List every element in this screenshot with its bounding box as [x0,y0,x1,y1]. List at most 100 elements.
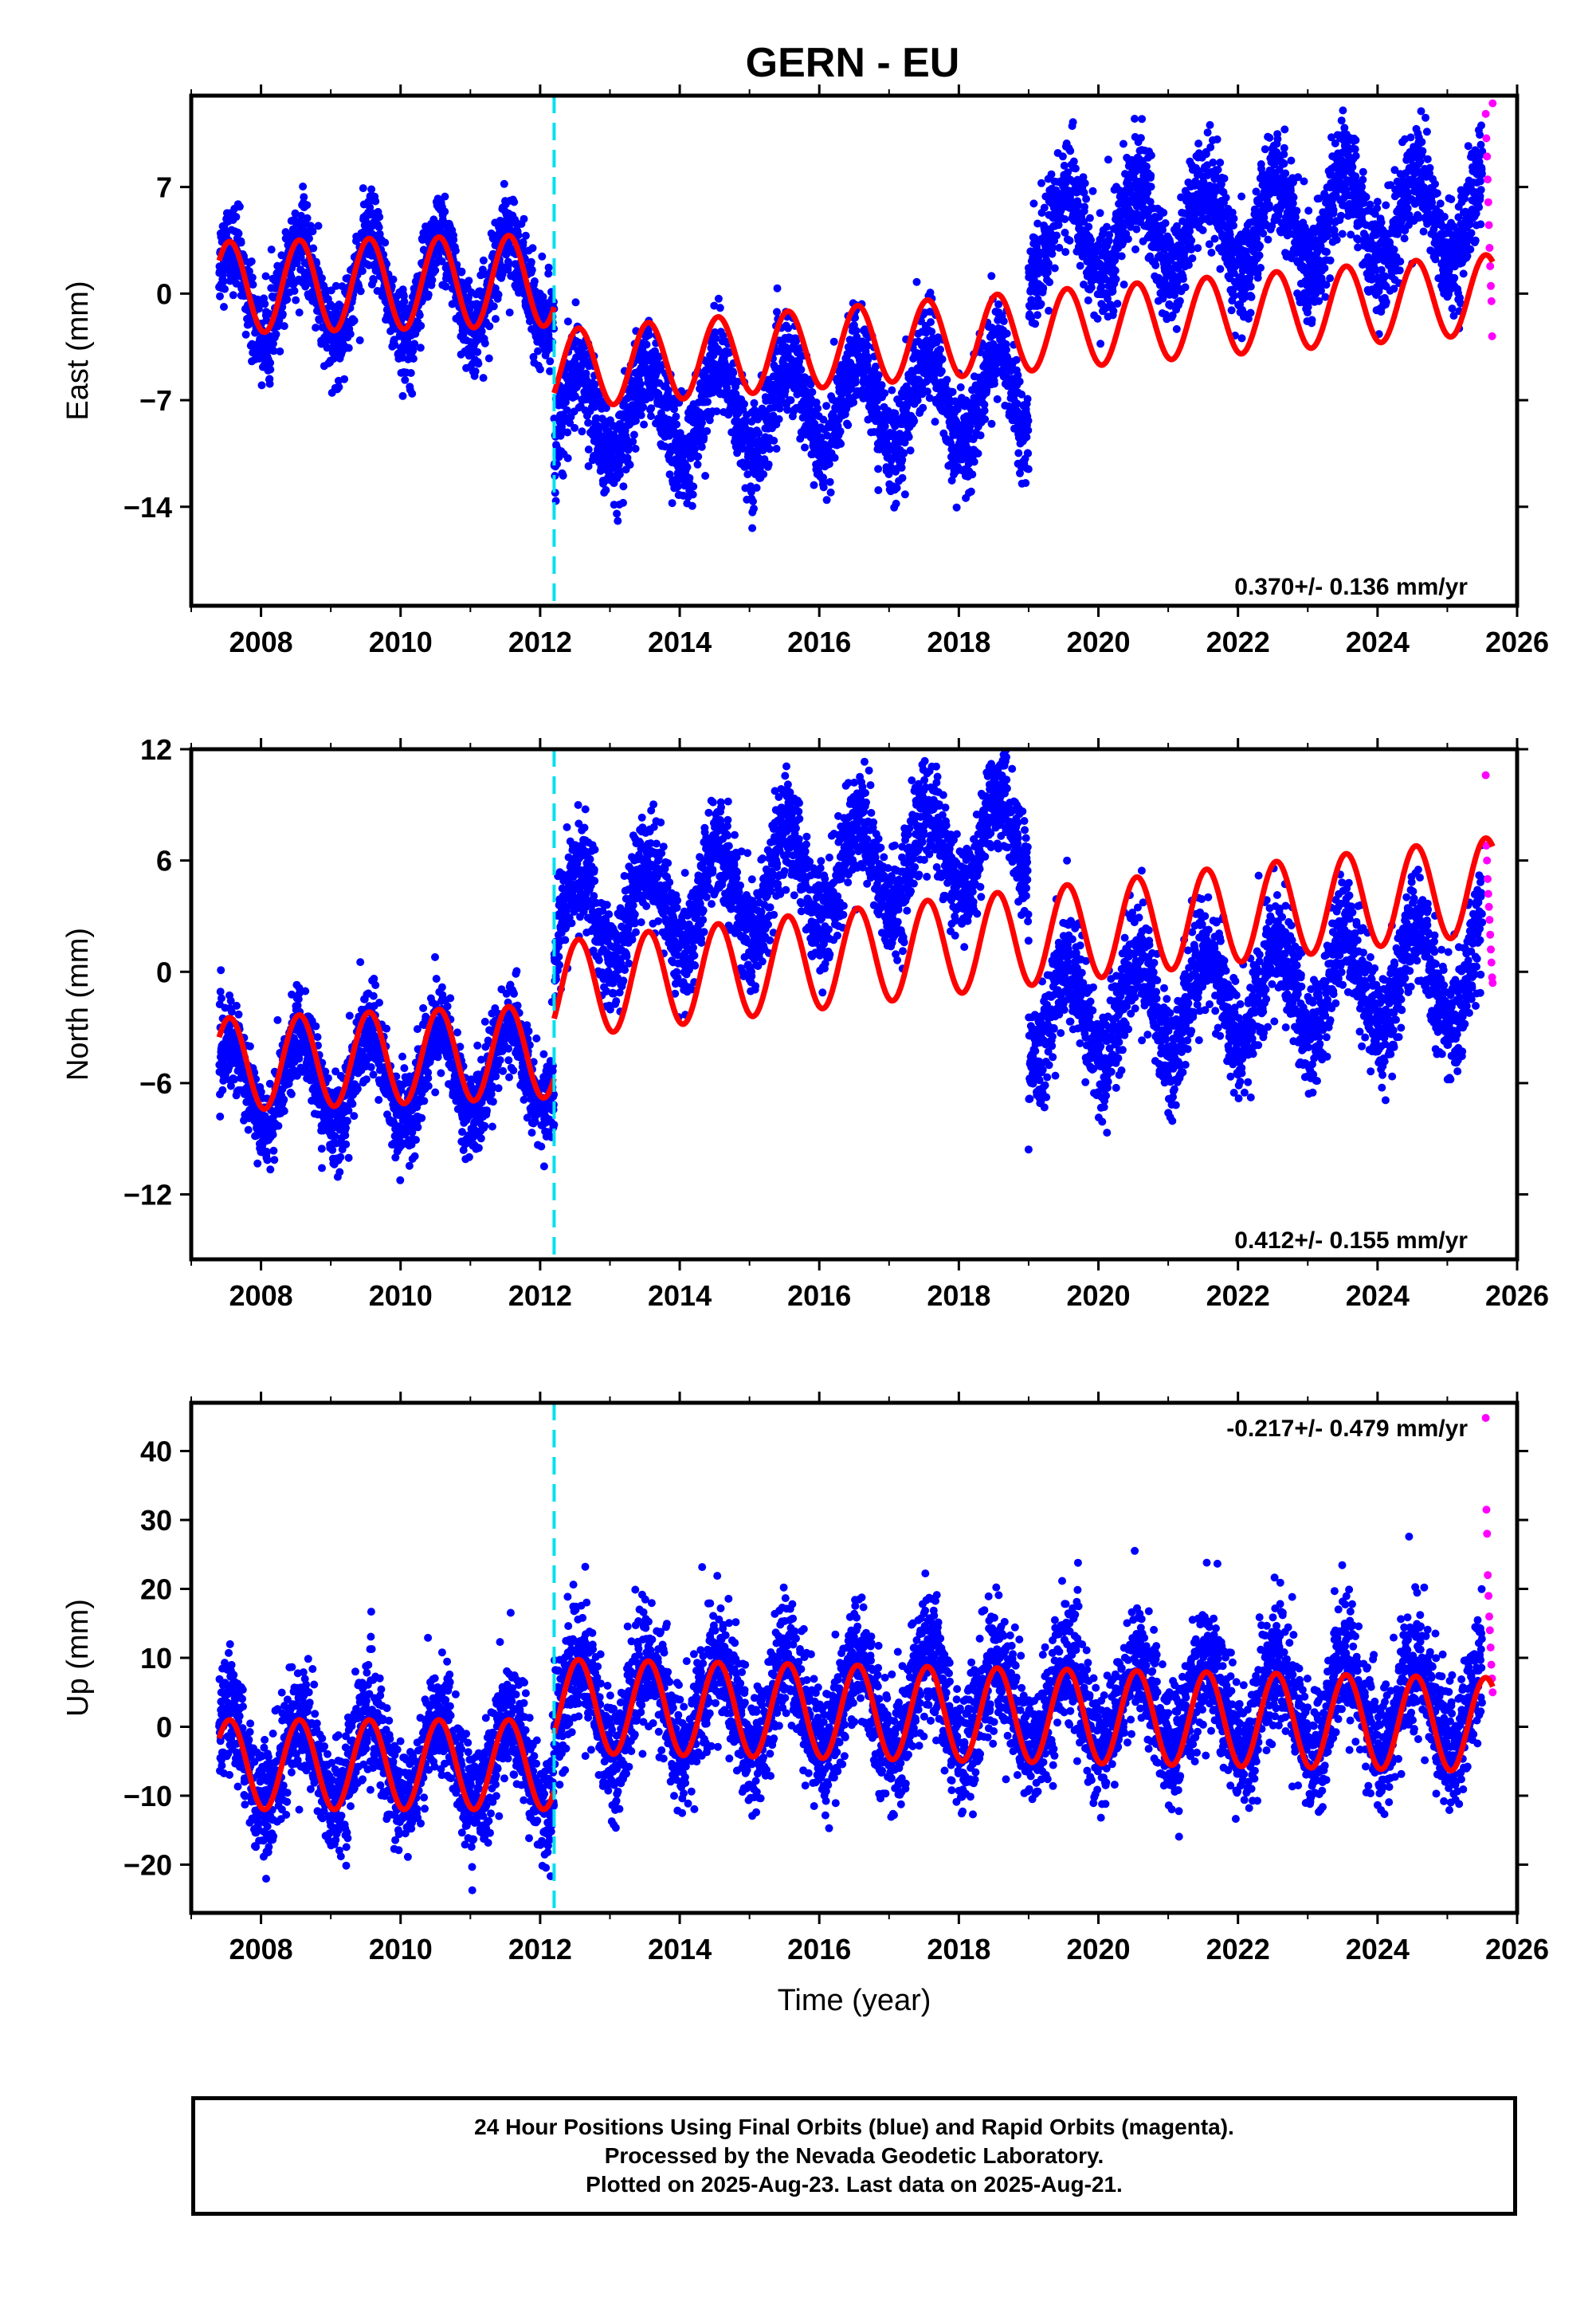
final-orbit-point [1024,416,1033,425]
final-orbit-point [1071,164,1080,173]
final-orbit-point [712,407,721,416]
final-orbit-point [1112,275,1120,284]
final-orbit-point [769,411,778,420]
final-orbit-point [1198,226,1207,234]
final-orbit-point [400,297,409,306]
final-orbit-point [1138,115,1147,124]
final-orbit-point [296,211,305,220]
final-orbit-point [267,245,276,254]
final-orbit-point [1206,143,1215,151]
final-orbit-point [1194,244,1202,253]
final-orbit-point [1040,203,1049,212]
final-orbit-point [1097,282,1106,291]
final-orbit-point [1123,234,1132,243]
final-orbit-point [369,277,378,285]
final-orbit-point [1088,187,1097,195]
final-orbit-point [415,311,424,320]
final-orbit-point [265,379,274,388]
final-orbit-point [366,203,374,212]
final-orbit-point [1065,236,1074,245]
final-orbit-point [764,460,773,469]
final-orbit-point [1061,248,1070,257]
final-orbit-point [938,355,947,363]
final-orbit-point [1050,264,1059,273]
final-orbit-point [582,369,590,378]
final-orbit-point [782,343,790,351]
final-orbit-point [912,277,921,286]
final-orbit-point [492,315,500,324]
final-orbit-point [629,430,638,439]
final-orbit-point [773,308,781,316]
final-orbit-point [1194,139,1203,148]
final-orbit-point [750,399,759,407]
final-orbit-point [765,445,774,454]
final-orbit-point [931,418,939,426]
y-tick-label: −7 [139,384,172,417]
final-orbit-point [797,365,806,374]
final-orbit-point [451,246,460,255]
final-orbit-point [898,473,907,482]
final-orbit-point [990,379,998,388]
final-orbit-point [1229,222,1237,230]
final-orbit-point [584,418,593,427]
final-orbit-point [1022,433,1031,442]
final-orbit-point [1147,171,1155,180]
x-tick-label: 2008 [229,626,293,658]
final-orbit-point [410,340,419,348]
final-orbit-point [266,359,275,367]
final-orbit-point [1031,320,1040,328]
final-orbit-point [277,251,286,260]
final-orbit-point [590,380,599,389]
final-orbit-point [1131,245,1139,253]
final-orbit-point [292,259,301,268]
final-orbit-point [571,392,579,401]
final-orbit-point [614,516,622,525]
final-orbit-point [283,295,292,304]
final-orbit-point [1037,179,1045,187]
final-orbit-point [1220,174,1229,183]
final-orbit-point [1136,134,1145,143]
final-orbit-point [584,446,593,454]
final-orbit-point [308,227,317,236]
final-orbit-point [375,213,384,222]
final-orbit-point [808,388,817,396]
final-orbit-point [647,404,656,413]
final-orbit-point [218,270,227,279]
final-orbit-point [819,483,828,492]
final-orbit-point [819,473,827,482]
final-orbit-point [826,488,835,497]
final-orbit-point [1002,329,1011,338]
final-orbit-point [872,362,880,371]
final-orbit-point [1108,287,1117,296]
final-orbit-point [937,367,946,375]
final-orbit-point [428,276,437,285]
final-orbit-point [290,287,299,295]
x-tick-label: 2010 [369,626,433,658]
final-orbit-point [359,184,367,193]
final-orbit-point [519,238,527,246]
final-orbit-point [694,452,703,461]
final-orbit-point [936,345,944,354]
final-orbit-point [927,318,935,327]
final-orbit-point [740,399,748,408]
final-orbit-point [705,416,714,425]
final-orbit-point [1103,222,1111,231]
final-orbit-point [749,497,757,505]
final-orbit-point [417,321,425,330]
final-orbit-point [688,501,696,510]
final-orbit-point [479,256,488,265]
final-orbit-point [1216,159,1225,167]
final-orbit-point [479,374,488,383]
final-orbit-point [1132,225,1141,234]
final-orbit-point [431,266,440,275]
final-orbit-point [1246,308,1255,317]
final-orbit-point [571,423,579,432]
final-orbit-point [1216,265,1225,273]
final-orbit-point [864,355,873,364]
final-orbit-point [898,456,907,464]
final-orbit-point [465,277,473,285]
final-orbit-point [1033,311,1041,320]
final-orbit-point [1080,179,1089,187]
final-orbit-point [683,463,692,471]
final-orbit-point [851,313,860,322]
